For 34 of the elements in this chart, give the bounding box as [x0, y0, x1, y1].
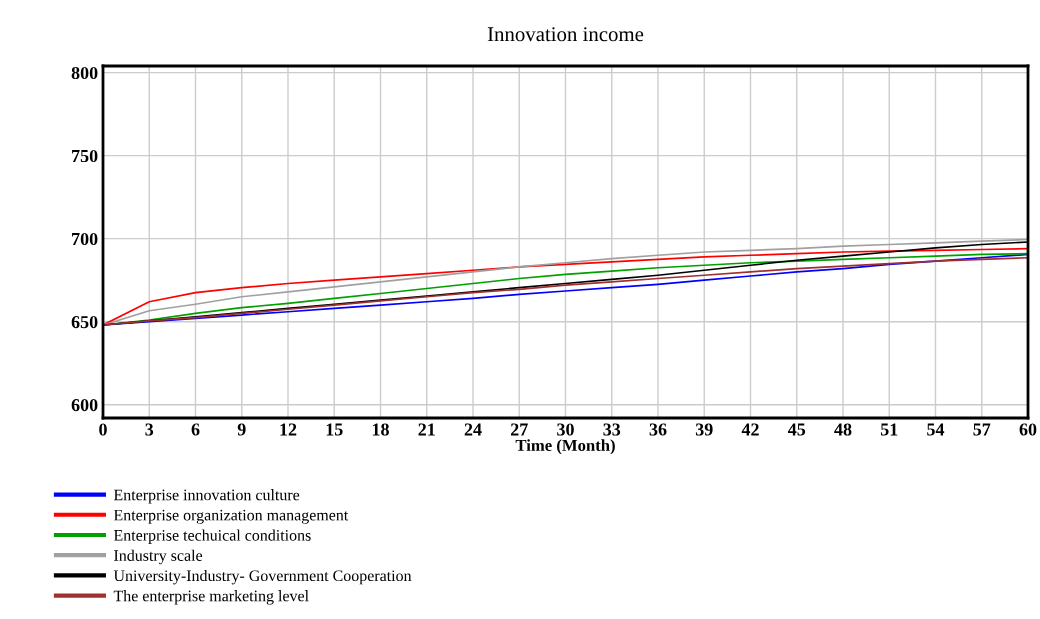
x-tick-label: 24 — [464, 423, 482, 436]
x-tick-label: 57 — [973, 423, 991, 436]
chart-title: Innovation income — [487, 27, 644, 42]
x-tick-label: 45 — [787, 423, 806, 436]
legend-label: The enterprise marketing level — [113, 590, 309, 605]
x-tick-label: 60 — [1019, 423, 1037, 436]
x-tick-label: 39 — [695, 423, 713, 436]
x-tick-label: 54 — [927, 423, 945, 436]
y-tick-label: 650 — [71, 315, 98, 329]
x-tick-label: 42 — [741, 423, 759, 436]
x-tick-label: 12 — [280, 423, 297, 436]
x-tick-label: 21 — [418, 423, 435, 436]
x-tick-label: 51 — [880, 423, 898, 436]
y-tick-label: 800 — [71, 66, 98, 80]
x-tick-label: 48 — [834, 423, 852, 436]
legend-label: Industry scale — [114, 549, 203, 565]
y-tick-label: 750 — [72, 149, 98, 163]
legend-label: Enterprise organization management — [113, 509, 349, 524]
x-tick-label: 6 — [191, 423, 200, 436]
x-axis-title: Time (Month) — [515, 439, 615, 455]
x-tick-label: 33 — [603, 423, 621, 436]
x-tick-label: 27 — [510, 423, 528, 436]
y-tick-label: 600 — [71, 398, 98, 412]
x-tick-label: 18 — [372, 423, 389, 436]
x-tick-label: 36 — [649, 423, 667, 436]
legend-label: Enterprise innovation culture — [113, 489, 300, 504]
x-tick-label: 3 — [145, 423, 154, 436]
x-tick-label: 0 — [99, 423, 107, 436]
x-tick-label: 15 — [326, 423, 343, 436]
y-tick-label: 700 — [72, 232, 98, 246]
legend-label: Enterprise techuical conditions — [113, 529, 311, 544]
legend-label: University-Industry- Government Cooperation — [113, 569, 412, 585]
x-tick-label: 9 — [237, 423, 246, 436]
x-tick-label: 30 — [557, 423, 574, 436]
